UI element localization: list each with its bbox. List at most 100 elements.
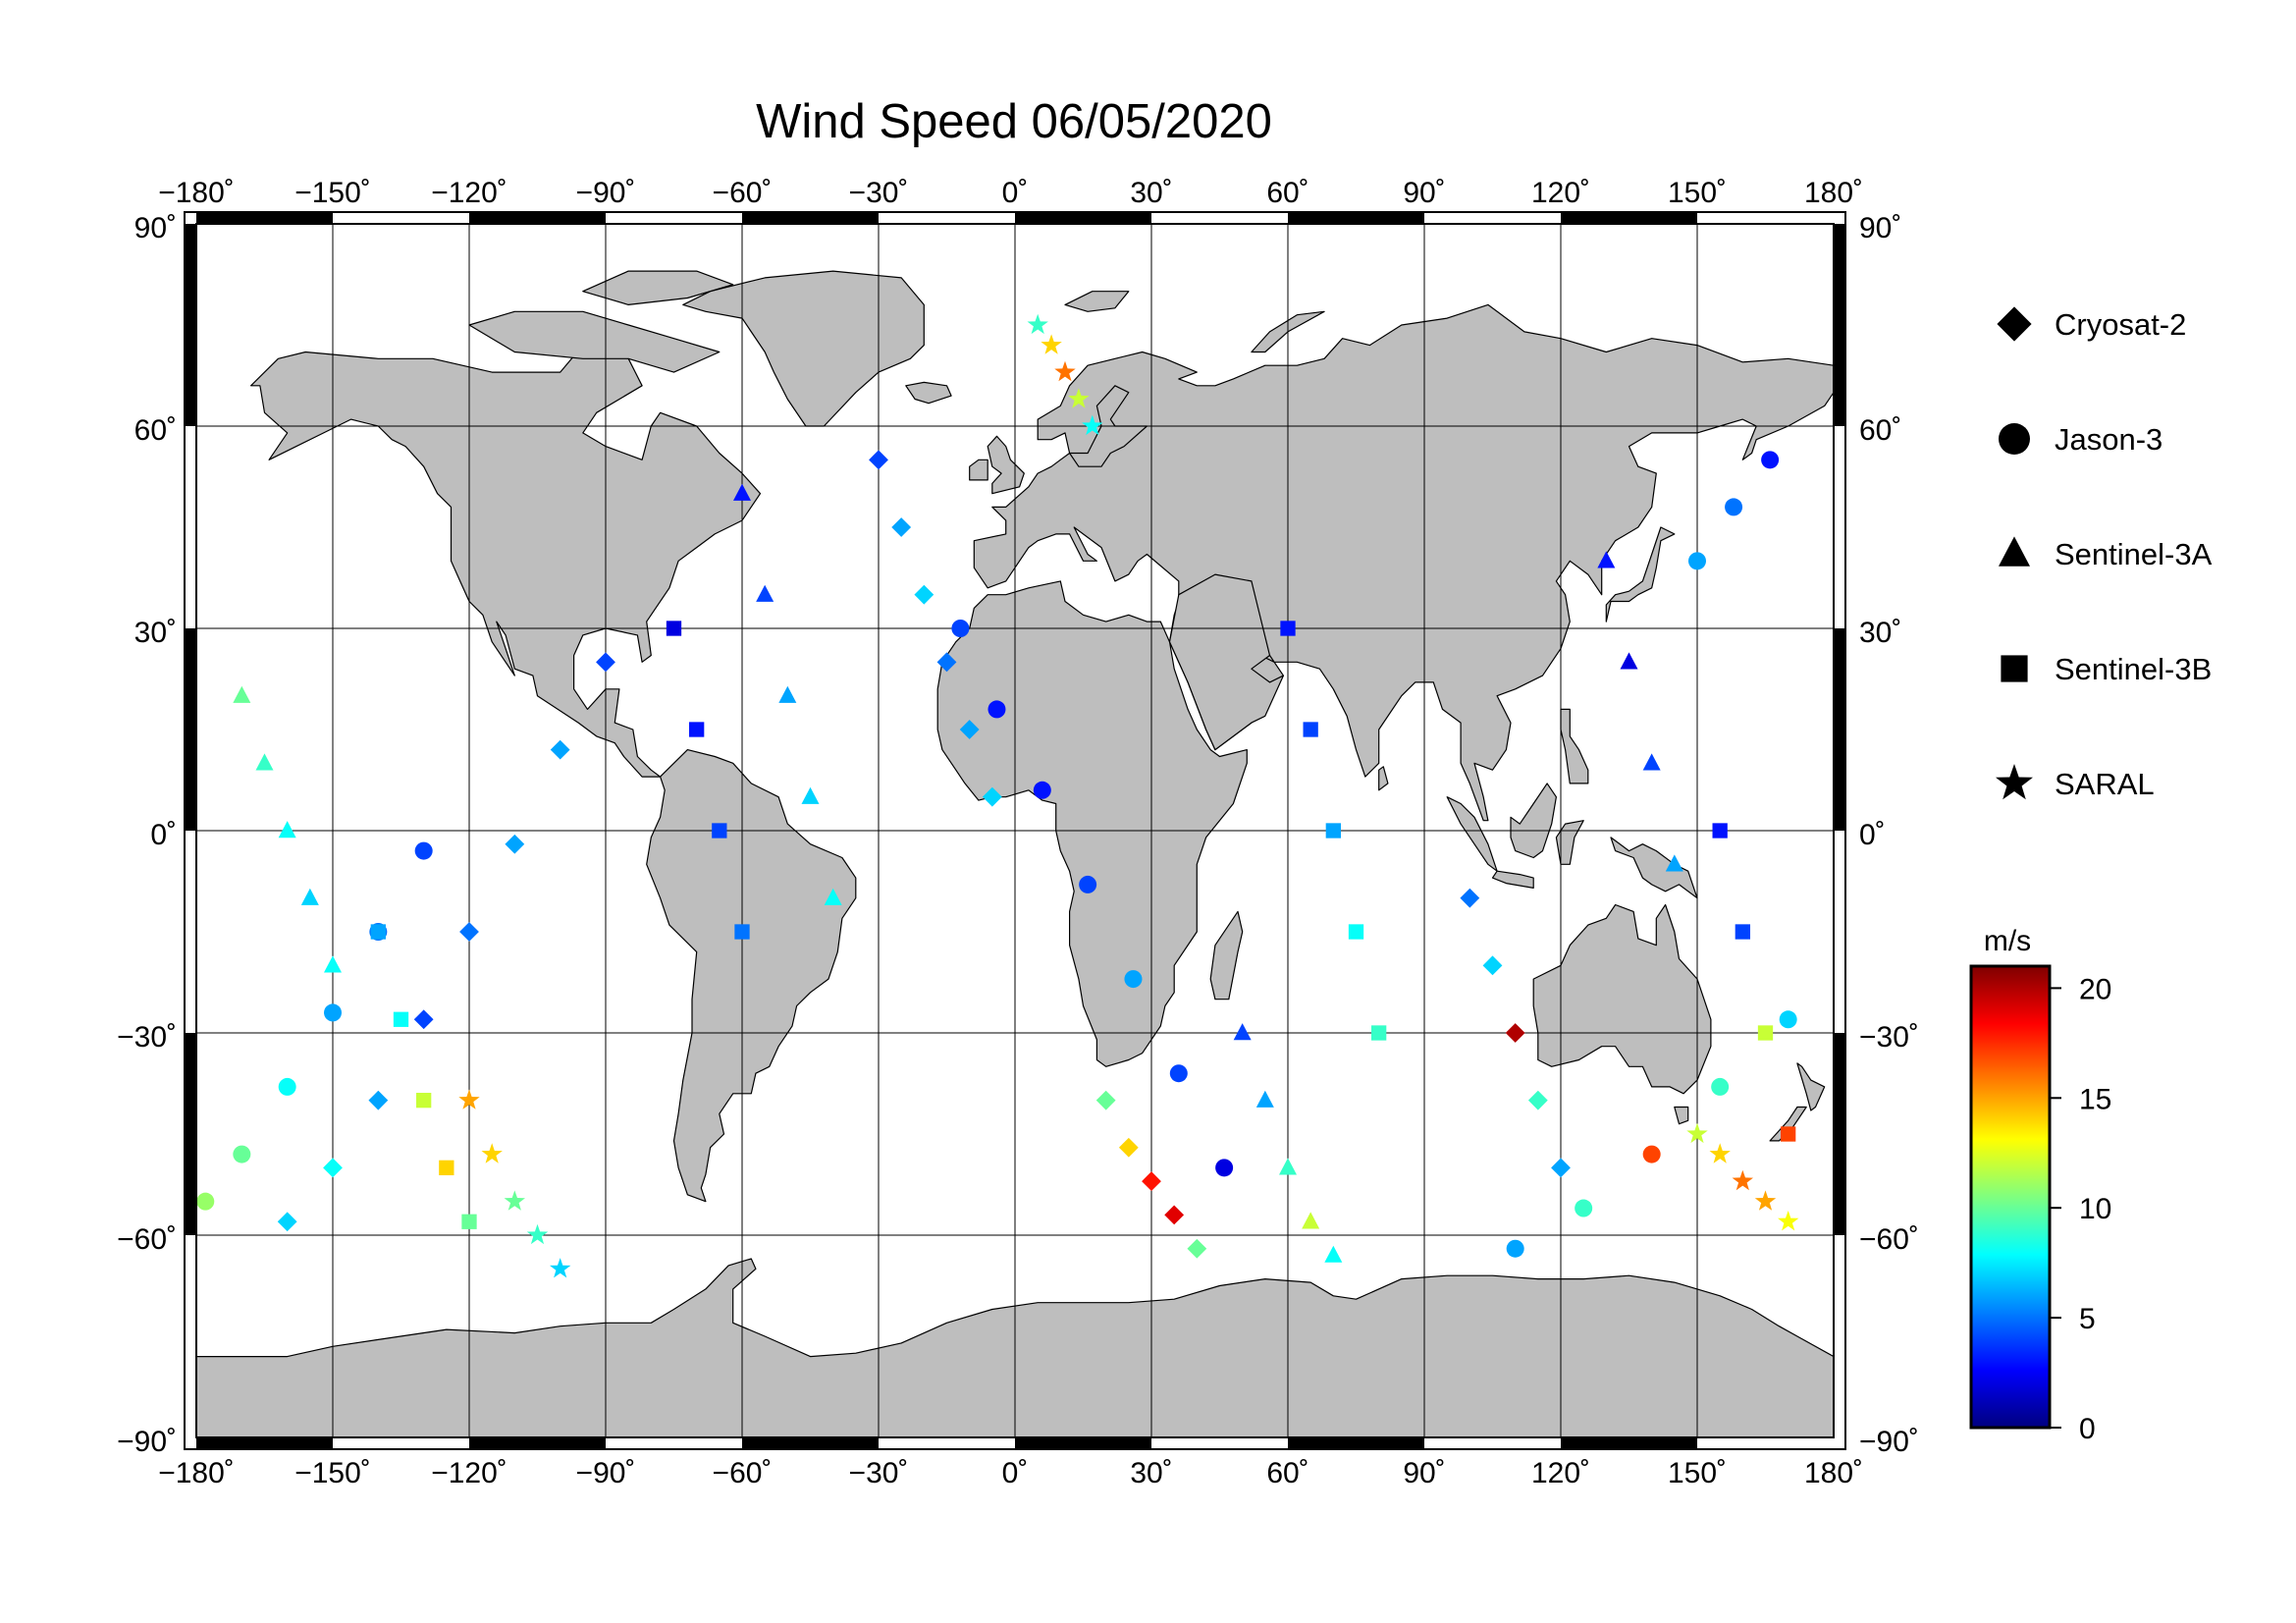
- lon-tick-label-top: −90˚: [576, 177, 636, 209]
- lon-tick-label-top: −180˚: [158, 177, 235, 209]
- wind-point-circle: [951, 620, 970, 637]
- wind-point-triangle: [1597, 551, 1616, 568]
- lon-tick-label-bottom: 90˚: [1403, 1457, 1445, 1489]
- triangle-icon: [1999, 536, 2030, 567]
- lon-tick-label-top: −30˚: [849, 177, 909, 209]
- wind-point-triangle: [756, 584, 774, 602]
- lon-tick-label-bottom: 150˚: [1668, 1457, 1727, 1489]
- wind-point-circle: [1079, 875, 1097, 893]
- lon-tick-label-top: 90˚: [1403, 177, 1445, 209]
- wind-point-diamond: [1095, 1090, 1116, 1110]
- wind-point-star: [1068, 388, 1090, 408]
- wind-point-triangle: [324, 955, 342, 973]
- wind-point-square: [1348, 924, 1364, 940]
- wind-point-diamond: [869, 450, 888, 470]
- wind-point-star: [1709, 1143, 1731, 1163]
- wind-point-circle: [1033, 781, 1051, 799]
- wind-point-square: [1757, 1025, 1774, 1041]
- wind-point-square: [439, 1160, 454, 1175]
- wind-point-diamond: [936, 652, 957, 673]
- wind-point-square: [1735, 924, 1750, 940]
- wind-point-diamond: [368, 1090, 389, 1110]
- lat-tick-label-right: 0˚: [1859, 819, 1886, 851]
- wind-point-triangle: [278, 821, 296, 839]
- wind-point-triangle: [824, 888, 842, 905]
- wind-point-circle: [1725, 498, 1743, 516]
- wind-point-triangle: [1665, 854, 1683, 872]
- wind-point-diamond: [413, 1009, 434, 1030]
- lon-tick-label-bottom: −90˚: [576, 1457, 636, 1489]
- frame-band-bottom: [1288, 1437, 1424, 1449]
- lon-tick-label-bottom: 0˚: [1002, 1457, 1029, 1489]
- land-tasmania: [1674, 1106, 1689, 1125]
- wind-point-square: [416, 1093, 432, 1109]
- diamond-icon: [1997, 306, 2032, 342]
- colorbar-tick-label: 20: [2079, 973, 2111, 1005]
- land-iceland: [905, 381, 952, 405]
- wind-point-triangle: [1302, 1212, 1320, 1229]
- wind-point-circle: [324, 1003, 342, 1022]
- legend-label: Jason-3: [2055, 422, 2163, 457]
- wind-point-diamond: [914, 584, 934, 605]
- lon-tick-label-bottom: −60˚: [713, 1457, 773, 1489]
- lat-tick-label-right: 30˚: [1859, 617, 1901, 649]
- circle-icon: [1999, 423, 2030, 455]
- colorbar: m/s 0 5 10 15 20: [1969, 925, 2111, 1445]
- lon-tick-label-bottom: −120˚: [431, 1457, 507, 1489]
- colorbar-ticks: 0 5 10 15 20: [2050, 973, 2111, 1445]
- wind-point-triangle: [733, 483, 751, 501]
- land-philippines: [1560, 708, 1589, 784]
- frame-band-top: [1561, 212, 1697, 224]
- lat-tick-label-left: 30˚: [134, 617, 177, 649]
- lon-tick-label-bottom: −180˚: [158, 1457, 235, 1489]
- frame-band-left: [185, 1033, 196, 1235]
- frame-outline: [184, 211, 1846, 1450]
- wind-point-triangle: [1324, 1245, 1343, 1263]
- colorbar-tick-label: 5: [2079, 1303, 2096, 1335]
- lat-tick-label-right: −90˚: [1859, 1426, 1919, 1458]
- land-java: [1491, 870, 1534, 890]
- land-arctic-canada: [468, 310, 721, 373]
- lon-tick-label-bottom: 120˚: [1531, 1457, 1590, 1489]
- land-new-zealand-north: [1796, 1062, 1826, 1111]
- chart-title: Wind Speed 06/05/2020: [756, 95, 1272, 148]
- lat-tick-label-left: 0˚: [150, 819, 177, 851]
- land-new-guinea: [1610, 837, 1698, 899]
- frame-band-left: [185, 628, 196, 831]
- frame-band-bottom: [469, 1437, 606, 1449]
- wind-point-square: [1371, 1025, 1387, 1041]
- wind-point-diamond: [959, 720, 980, 739]
- wind-point-star: [550, 1258, 571, 1278]
- wind-point-diamond: [982, 786, 1002, 807]
- wind-point-square: [1712, 823, 1728, 839]
- lon-tick-label-top: 150˚: [1668, 177, 1727, 209]
- wind-point-star: [1778, 1211, 1799, 1231]
- lon-tick-label-top: 180˚: [1804, 177, 1863, 209]
- world-map: −180˚ −180˚ −150˚ −150˚ −120˚ −120˚ −90˚ −90˚ −6…: [117, 177, 1919, 1489]
- wind-point-star: [1027, 313, 1048, 335]
- land-arabia-fill: [1168, 573, 1285, 751]
- wind-point-diamond: [1505, 1023, 1525, 1043]
- wind-point-circle: [1506, 1239, 1524, 1258]
- wind-point-star: [1754, 1190, 1777, 1211]
- frame-band-top: [1288, 212, 1424, 224]
- frame-band-bottom: [1561, 1437, 1697, 1449]
- wind-point-triangle: [1642, 753, 1661, 771]
- wind-point-circle: [1779, 1010, 1797, 1029]
- wind-point-star: [1732, 1169, 1753, 1191]
- wind-point-star: [1054, 360, 1076, 382]
- colorbar-scale: [1969, 964, 2052, 1430]
- lon-tick-label-top: −150˚: [294, 177, 371, 209]
- wind-point-square: [1280, 621, 1296, 636]
- wind-point-square: [734, 924, 750, 940]
- wind-point-circle: [1761, 451, 1780, 469]
- wind-point-diamond: [1482, 955, 1503, 976]
- legend-label: Sentinel-3B: [2055, 652, 2212, 686]
- lon-tick-label-top: 60˚: [1266, 177, 1308, 209]
- square-icon: [2001, 655, 2028, 682]
- wind-point-circle: [1124, 970, 1143, 989]
- frame-band-bottom: [196, 1437, 333, 1449]
- wind-point-square: [1325, 823, 1341, 839]
- colorbar-tick-label: 10: [2079, 1193, 2111, 1225]
